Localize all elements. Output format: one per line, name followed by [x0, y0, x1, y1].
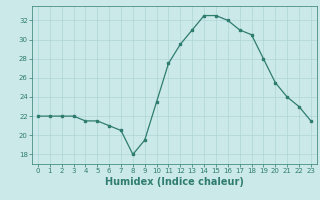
- X-axis label: Humidex (Indice chaleur): Humidex (Indice chaleur): [105, 177, 244, 187]
